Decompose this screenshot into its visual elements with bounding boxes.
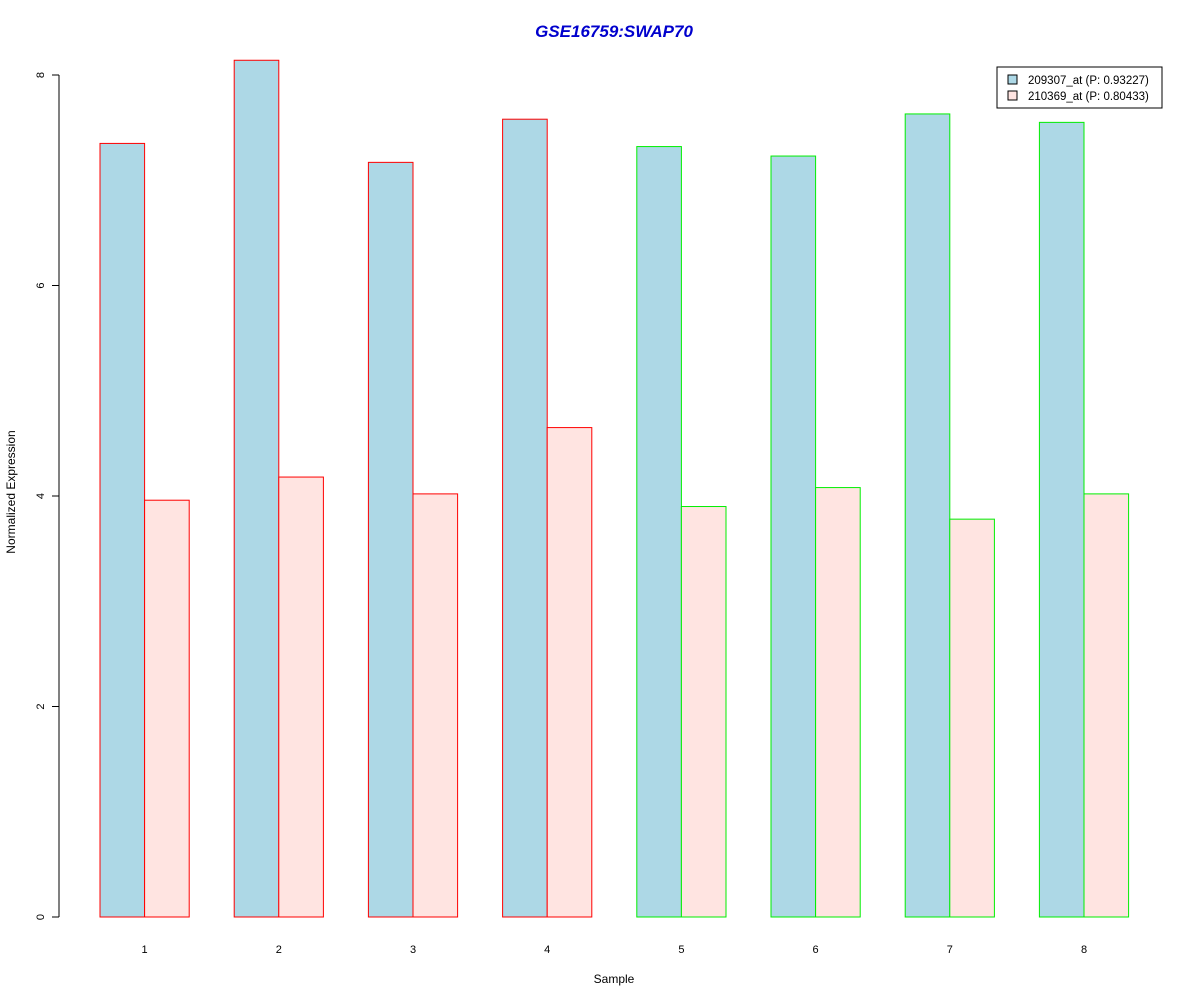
legend-entry: 209307_at (P: 0.93227) — [1028, 75, 1149, 87]
bar-series2-sample-8 — [1083, 493, 1130, 918]
bar-series2-sample-5 — [680, 506, 727, 918]
bar-series2-sample-4 — [546, 427, 593, 918]
legend: 209307_at (P: 0.93227) 210369_at (P: 0.80… — [996, 66, 1163, 109]
bar-series1-sample-1 — [99, 142, 146, 918]
bar-series1-sample-8 — [1038, 121, 1085, 918]
x-tick-label: 3 — [410, 944, 416, 956]
bars — [99, 59, 1130, 918]
bar-series2-sample-1 — [144, 499, 190, 918]
bar-series1-sample-5 — [636, 146, 682, 918]
y-tick-label: 0 — [35, 914, 47, 920]
bar-series2-sample-2 — [278, 476, 324, 918]
y-axis-label: Normalized Expression — [4, 430, 18, 553]
x-tick-label: 8 — [1081, 944, 1087, 956]
y-axis: 0 2 4 6 8 — [35, 72, 60, 920]
y-tick-label: 8 — [35, 72, 47, 78]
bar-series1-sample-6 — [770, 155, 817, 918]
x-tick-label: 4 — [544, 944, 550, 956]
legend-entry: 210369_at (P: 0.80433) — [1028, 91, 1149, 103]
x-tick-label: 7 — [947, 944, 953, 956]
legend-swatch — [1007, 90, 1018, 101]
legend-box — [996, 66, 1163, 109]
y-tick-label: 6 — [35, 282, 47, 288]
x-tick-label: 2 — [276, 944, 282, 956]
x-axis: 1 2 3 4 5 6 7 8 — [142, 944, 1088, 956]
bar-series1-sample-3 — [367, 161, 414, 918]
bar-series2-sample-3 — [412, 493, 459, 918]
x-tick-label: 1 — [142, 944, 148, 956]
x-tick-label: 5 — [678, 944, 684, 956]
bar-series2-sample-7 — [949, 518, 995, 918]
bar-series2-sample-6 — [815, 487, 861, 918]
bar-series1-sample-4 — [502, 118, 548, 918]
x-tick-label: 6 — [813, 944, 819, 956]
bar-series1-sample-7 — [904, 113, 951, 918]
x-axis-label: Sample — [594, 972, 635, 986]
bar-series1-sample-2 — [233, 59, 280, 918]
y-tick-label: 2 — [35, 703, 47, 709]
legend-swatch — [1007, 74, 1018, 85]
chart-title: GSE16759:SWAP70 — [535, 22, 693, 41]
y-tick-label: 4 — [35, 493, 47, 499]
